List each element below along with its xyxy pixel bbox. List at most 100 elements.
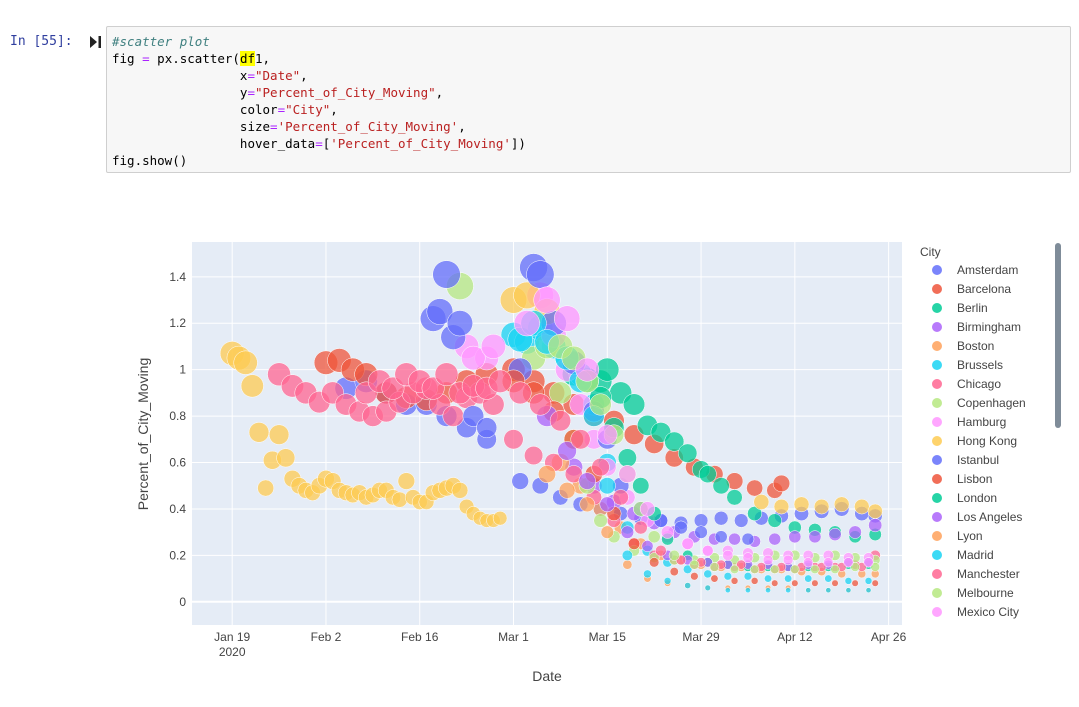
point-lisbon[interactable] bbox=[730, 577, 739, 585]
point-chicago[interactable] bbox=[524, 446, 544, 466]
point-hong-kong[interactable] bbox=[793, 496, 810, 513]
point-lisbon[interactable] bbox=[627, 537, 641, 550]
legend-item-madrid[interactable]: Madrid bbox=[932, 548, 994, 562]
point-hong-kong[interactable] bbox=[268, 424, 290, 445]
legend-item-istanbul[interactable]: Istanbul bbox=[932, 453, 999, 467]
point-melbourne[interactable] bbox=[647, 530, 661, 544]
point-lyon[interactable] bbox=[558, 482, 576, 499]
point-istanbul[interactable] bbox=[446, 310, 473, 337]
legend-item-birmingham[interactable]: Birmingham bbox=[932, 320, 1021, 334]
point-madrid[interactable] bbox=[724, 587, 731, 594]
point-birmingham[interactable] bbox=[728, 532, 741, 546]
point-birmingham[interactable] bbox=[808, 530, 822, 544]
point-berlin[interactable] bbox=[698, 465, 717, 484]
point-melbourne[interactable] bbox=[750, 564, 760, 574]
point-london[interactable] bbox=[632, 477, 650, 495]
legend-item-amsterdam[interactable]: Amsterdam bbox=[932, 263, 1018, 277]
point-lyon[interactable] bbox=[538, 465, 556, 484]
point-brussels[interactable] bbox=[824, 574, 833, 583]
point-hong-kong[interactable] bbox=[391, 491, 408, 508]
point-istanbul[interactable] bbox=[462, 405, 485, 427]
point-manchester[interactable] bbox=[633, 520, 648, 535]
point-istanbul[interactable] bbox=[432, 260, 461, 289]
point-lisbon[interactable] bbox=[750, 577, 759, 585]
point-hong-kong[interactable] bbox=[248, 422, 270, 443]
point-manchester[interactable] bbox=[529, 393, 552, 416]
point-hong-kong[interactable] bbox=[492, 510, 508, 526]
point-mexico-city[interactable] bbox=[480, 333, 506, 359]
point-lisbon[interactable] bbox=[831, 579, 839, 587]
point-berlin[interactable] bbox=[678, 443, 698, 463]
point-madrid[interactable] bbox=[663, 577, 672, 585]
point-lisbon[interactable] bbox=[791, 579, 799, 587]
point-manchester[interactable] bbox=[612, 489, 629, 506]
point-istanbul[interactable] bbox=[694, 525, 708, 539]
point-berlin[interactable] bbox=[726, 489, 743, 506]
point-mexico-city[interactable] bbox=[843, 557, 854, 568]
legend-item-chicago[interactable]: Chicago bbox=[932, 377, 1001, 391]
point-manchester[interactable] bbox=[570, 429, 591, 450]
point-melbourne[interactable] bbox=[689, 559, 700, 570]
point-madrid[interactable] bbox=[805, 587, 812, 594]
point-los-angeles[interactable] bbox=[578, 472, 596, 490]
legend-item-brussels[interactable]: Brussels bbox=[932, 358, 1003, 372]
point-hong-kong[interactable] bbox=[257, 479, 275, 497]
point-birmingham[interactable] bbox=[848, 525, 862, 539]
legend-item-boston[interactable]: Boston bbox=[932, 339, 994, 353]
code-cell[interactable]: #scatter plot fig = px.scatter(df1, x="D… bbox=[106, 26, 1071, 173]
point-berlin[interactable] bbox=[595, 357, 620, 382]
point-manchester[interactable] bbox=[434, 362, 459, 387]
point-birmingham[interactable] bbox=[828, 527, 842, 542]
point-barcelona[interactable] bbox=[746, 479, 764, 497]
point-manchester[interactable] bbox=[736, 559, 747, 570]
point-amsterdam[interactable] bbox=[734, 513, 749, 528]
legend-item-lyon[interactable]: Lyon bbox=[932, 529, 983, 543]
legend-item-hong-kong[interactable]: Hong Kong bbox=[932, 434, 1017, 448]
point-madrid[interactable] bbox=[598, 477, 616, 495]
point-melbourne[interactable] bbox=[668, 549, 680, 561]
point-melbourne[interactable] bbox=[770, 564, 780, 574]
point-mexico-city[interactable] bbox=[618, 465, 637, 484]
point-istanbul[interactable] bbox=[714, 530, 728, 544]
point-melbourne[interactable] bbox=[830, 564, 840, 574]
point-mexico-city[interactable] bbox=[660, 525, 675, 539]
point-los-angeles[interactable] bbox=[599, 496, 616, 513]
point-manchester[interactable] bbox=[655, 544, 667, 557]
point-madrid[interactable] bbox=[621, 549, 633, 561]
code-input[interactable]: #scatter plot fig = px.scatter(df1, x="D… bbox=[112, 33, 526, 169]
point-lisbon[interactable] bbox=[649, 557, 660, 568]
point-mexico-city[interactable] bbox=[803, 557, 814, 568]
point-mexico-city[interactable] bbox=[461, 345, 486, 371]
point-melbourne[interactable] bbox=[589, 393, 612, 416]
legend-item-los-angeles[interactable]: Los Angeles bbox=[932, 510, 1022, 524]
point-chicago[interactable] bbox=[442, 405, 464, 427]
legend-item-manchester[interactable]: Manchester bbox=[932, 567, 1020, 581]
point-lisbon[interactable] bbox=[811, 579, 819, 587]
point-manchester[interactable] bbox=[549, 410, 571, 432]
point-hong-kong[interactable] bbox=[813, 498, 830, 515]
point-mexico-city[interactable] bbox=[863, 557, 874, 568]
point-london[interactable] bbox=[617, 448, 637, 468]
point-hong-kong[interactable] bbox=[773, 498, 790, 515]
point-copenhagen[interactable] bbox=[549, 381, 572, 405]
point-hong-kong[interactable] bbox=[397, 472, 416, 490]
point-berlin[interactable] bbox=[767, 513, 782, 528]
point-lisbon[interactable] bbox=[851, 579, 859, 587]
point-brussels[interactable] bbox=[784, 574, 793, 583]
run-cell-icon[interactable] bbox=[90, 35, 102, 49]
legend-item-mexico-city[interactable]: Mexico City bbox=[932, 605, 1019, 619]
point-brussels[interactable] bbox=[804, 574, 813, 583]
point-mexico-city[interactable] bbox=[702, 544, 714, 557]
point-madrid[interactable] bbox=[765, 587, 771, 594]
point-birmingham[interactable] bbox=[868, 518, 883, 533]
point-madrid[interactable] bbox=[845, 587, 852, 594]
point-berlin[interactable] bbox=[747, 506, 763, 522]
point-brussels[interactable] bbox=[764, 574, 772, 583]
point-mexico-city[interactable] bbox=[742, 552, 754, 564]
point-istanbul[interactable] bbox=[476, 417, 498, 439]
point-berlin[interactable] bbox=[623, 393, 646, 416]
point-lisbon[interactable] bbox=[690, 572, 699, 581]
point-hong-kong[interactable] bbox=[451, 482, 469, 499]
point-lyon[interactable] bbox=[579, 496, 595, 513]
